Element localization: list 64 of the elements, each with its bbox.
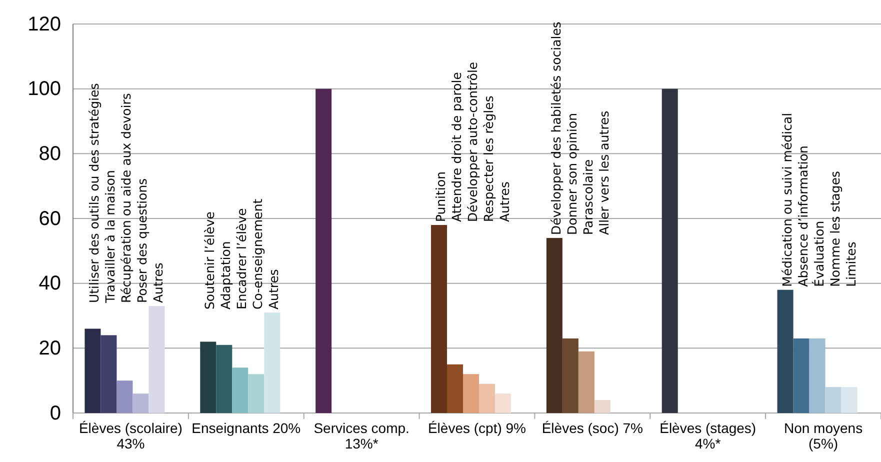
annotation: Parascolaire <box>580 159 596 235</box>
bar <box>578 351 594 413</box>
bar <box>248 374 264 413</box>
annotation: Limites <box>843 242 858 287</box>
x-tick-label: Élèves (soc) 7% <box>542 420 644 436</box>
y-tick-label: 120 <box>28 13 61 36</box>
x-tick-label: Élèves (scolaire) 43% <box>78 420 182 452</box>
annotation: Aller vers les autres <box>596 110 612 235</box>
x-tick-label: Élèves (stages) 4%* <box>660 420 756 452</box>
annotation: Punition <box>433 171 448 222</box>
y-tick-label: 60 <box>38 208 61 230</box>
x-tick-label: Non moyens (5%) <box>784 420 863 452</box>
annotation: Donner son opinion <box>564 112 580 235</box>
annotation: Attendre droit de parole <box>449 72 464 222</box>
bar <box>546 238 562 413</box>
bar <box>793 338 810 413</box>
bar <box>200 342 216 413</box>
y-tick-label: 20 <box>38 338 61 360</box>
annotation: Récupération ou aide aux devoirs <box>118 93 134 304</box>
bar <box>447 364 463 413</box>
x-tick-label: Élèves (cpt) 9% <box>428 420 526 436</box>
bar <box>841 387 858 413</box>
y-tick-label: 0 <box>50 402 61 424</box>
bar <box>562 338 578 413</box>
bar <box>116 380 133 413</box>
annotation: Autres <box>497 182 512 222</box>
y-tick-label: 40 <box>38 272 61 295</box>
bar <box>84 328 101 413</box>
x-tick-label: Enseignants 20% <box>192 420 301 436</box>
annotation: Travailler à la maison <box>102 170 118 304</box>
bar <box>232 368 248 413</box>
bar <box>216 344 232 413</box>
y-tick-label: 80 <box>38 143 61 166</box>
bar <box>825 387 842 413</box>
bar <box>264 312 280 413</box>
annotation: Respecter les règles <box>481 96 496 222</box>
annotation: Médication ou suivi médical <box>779 112 794 287</box>
bar <box>479 384 495 413</box>
annotation: Évaluation <box>811 220 826 287</box>
annotation: Autres <box>150 262 166 304</box>
bar <box>594 400 610 413</box>
annotation: Développer auto-contrôle <box>465 62 480 222</box>
bar <box>148 306 165 413</box>
bar <box>495 394 511 413</box>
bar <box>809 338 826 413</box>
bar <box>100 335 117 413</box>
bar <box>132 394 149 413</box>
annotation: Absence d’information <box>795 146 810 287</box>
annotation: Utiliser des outils ou des stratégies <box>86 83 102 304</box>
bar <box>463 374 479 413</box>
bar <box>316 88 332 413</box>
x-tick-label: Services comp. 13%* <box>314 420 410 452</box>
annotation: Développer des habiletés sociales <box>548 22 564 235</box>
annotation: Adaptation <box>218 241 234 310</box>
y-tick-label: 100 <box>28 78 61 100</box>
annotation: Soutenir l’élève <box>202 211 218 310</box>
annotation: Poser des questions <box>134 178 150 304</box>
bar <box>662 88 678 413</box>
bar <box>431 224 447 413</box>
annotation: Encadrer l’élève <box>234 208 250 310</box>
annotation: Autres <box>266 269 282 310</box>
bar <box>777 290 794 413</box>
annotation: Co-enseignement <box>250 198 266 310</box>
annotation: Nomme les stages <box>827 170 842 287</box>
